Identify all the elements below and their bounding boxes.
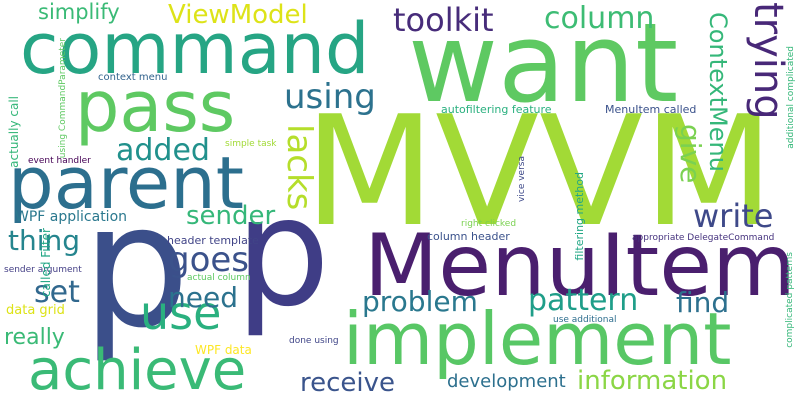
word-event-handler: event handler [28, 156, 91, 166]
word-receive: receive [300, 368, 396, 398]
word-sender-argument: sender argument [4, 265, 82, 275]
word-appropriate-delegatecommand: appropriate DelegateCommand [632, 233, 775, 243]
word-header-template: header template [167, 234, 259, 247]
word-implement: implement [343, 297, 732, 381]
word-added: added [116, 133, 210, 168]
word-problem: problem [362, 285, 478, 318]
word-achieve: achieve [28, 338, 247, 400]
word-menuitem-called: MenuItem called [605, 103, 697, 116]
word-complicated-patterns: complicated patterns [785, 252, 795, 348]
word-need: need [168, 281, 238, 314]
word-pattern: pattern [528, 283, 639, 318]
word-set: set [34, 275, 80, 310]
word-viewmodel: ViewModel [168, 0, 308, 30]
word-development: development [447, 371, 566, 392]
word-lacks: lacks [279, 124, 319, 211]
word-using-commandparameter: using CommandParameter [58, 38, 68, 159]
word-done-using: done using [289, 336, 339, 346]
word-sender: sender [186, 201, 276, 231]
word-wpf-application: WPF application [15, 209, 128, 225]
word-using: using [284, 77, 376, 117]
word-filtering-method: filtering method [573, 172, 586, 261]
word-use-additional: use additional [553, 315, 617, 325]
word-p-large-left: p [82, 168, 190, 366]
word-right-clicked: right clicked [461, 219, 517, 229]
word-actual-column: actual column [187, 273, 251, 283]
word-parent: parent [8, 141, 245, 225]
word-actually-call: actually call [7, 96, 21, 168]
word-really: really [4, 325, 65, 350]
word-toolkit: toolkit [393, 1, 494, 39]
word-p-large-right: p [235, 166, 331, 340]
word-use: use [140, 286, 222, 340]
word-give: give [674, 124, 707, 184]
word-mvvm: MVVM [304, 83, 775, 260]
word-context-menu: context menu [98, 72, 168, 83]
word-pass: pass [75, 66, 236, 148]
word-information: information [577, 366, 728, 396]
word-column: column [544, 1, 655, 36]
word-want: want [408, 0, 679, 127]
word-called-filter: called Filter [39, 228, 53, 298]
word-data-grid: data grid [6, 303, 65, 318]
word-wpf-data: WPF data [195, 343, 252, 357]
word-thing: thing [8, 224, 81, 257]
word-goes: goes [168, 240, 250, 280]
word-find: find [676, 286, 730, 319]
word-command: command [20, 8, 370, 90]
word-menuitem: MenuItem [364, 216, 796, 316]
word-column-header: column header [427, 230, 510, 243]
word-contextmenu: ContextMenu [704, 12, 732, 172]
word-additional-complicated: additional complicated [786, 46, 796, 149]
word-trying: trying [745, 2, 791, 120]
word-write: write [693, 197, 774, 235]
word-vice-versa: vice versa [517, 156, 527, 202]
word-autofiltering-feature: autofiltering feature [441, 103, 552, 116]
word-simple-task: simple task [225, 139, 277, 149]
word-simplify: simplify [38, 0, 120, 24]
